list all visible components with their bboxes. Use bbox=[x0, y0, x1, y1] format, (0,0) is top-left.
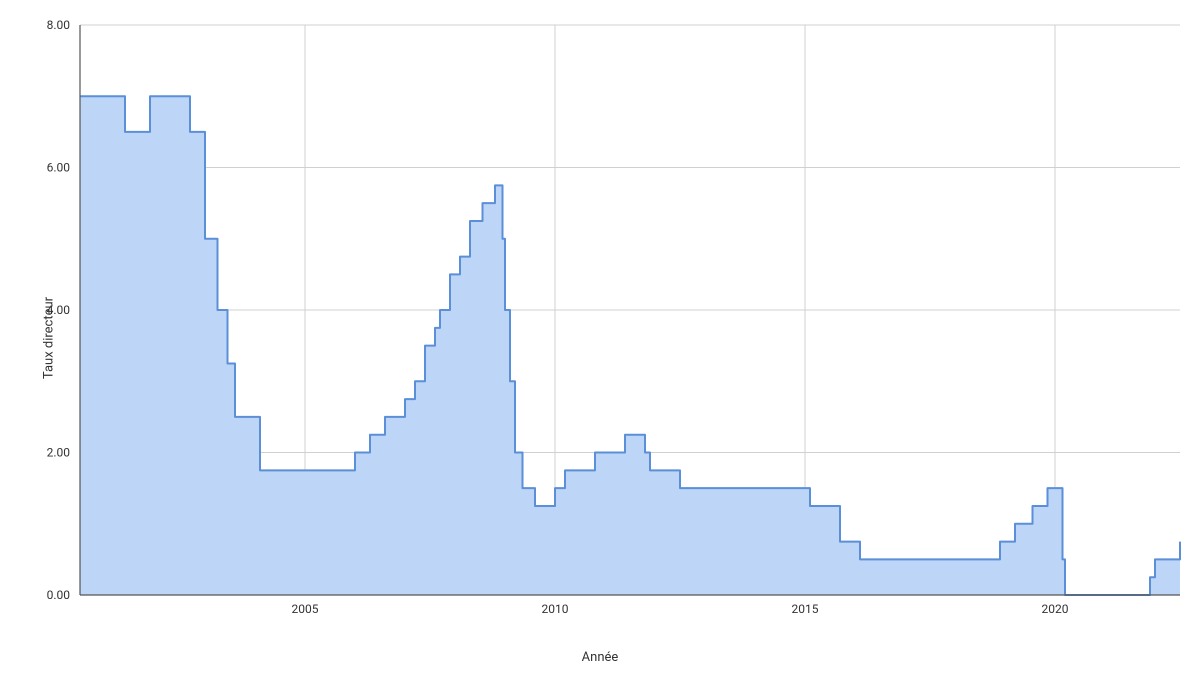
x-axis-title: Année bbox=[0, 650, 1200, 665]
y-axis-title: Taux directeur bbox=[42, 296, 57, 378]
x-tick-label: 2015 bbox=[792, 602, 819, 616]
x-tick-label: 2020 bbox=[1042, 602, 1069, 616]
y-tick-label: 6.00 bbox=[47, 161, 71, 175]
chart-container: Taux directeur Année 0.002.004.006.008.0… bbox=[0, 0, 1200, 675]
x-tick-label: 2005 bbox=[292, 602, 319, 616]
y-tick-label: 2.00 bbox=[47, 446, 71, 460]
y-tick-label: 0.00 bbox=[47, 588, 71, 602]
x-tick-label: 2010 bbox=[542, 602, 569, 616]
y-tick-label: 8.00 bbox=[47, 18, 71, 32]
area-chart: 0.002.004.006.008.002005201020152020 bbox=[0, 0, 1200, 675]
area-fill bbox=[80, 96, 1180, 595]
